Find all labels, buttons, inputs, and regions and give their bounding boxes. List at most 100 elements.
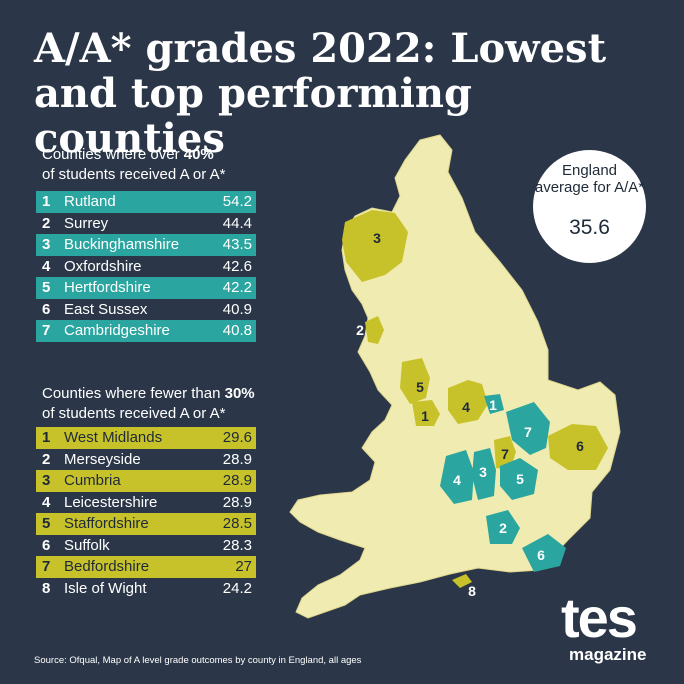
- marker-low-1: 1: [421, 408, 429, 424]
- county-value: 28.5: [222, 515, 252, 533]
- tes-logo-sub: magazine: [569, 645, 647, 664]
- cumbria-region: [342, 210, 408, 282]
- merseyside-region: [365, 316, 384, 344]
- list-item: 2 Merseyside 28.9: [36, 449, 256, 471]
- marker-low-6: 6: [576, 438, 584, 454]
- rank: 7: [42, 322, 51, 340]
- rank: 5: [42, 279, 51, 297]
- rank: 3: [42, 236, 51, 254]
- list-item: 7 Cambridgeshire 40.8: [36, 320, 256, 342]
- county-value: 27: [235, 558, 252, 576]
- top-intro-threshold: 40%: [183, 146, 214, 163]
- county-name: East Sussex: [64, 300, 148, 318]
- list-item: 3 Buckinghamshire 43.5: [36, 234, 256, 256]
- surrey-region: [486, 510, 520, 544]
- low-intro: Counties where fewer than 30% of student…: [42, 384, 255, 424]
- low-intro-prefix: Counties where fewer than: [42, 385, 225, 402]
- rank: 7: [42, 558, 51, 576]
- marker-top-4: 4: [453, 472, 461, 488]
- county-name: Hertfordshire: [64, 279, 151, 297]
- marker-top-5: 5: [516, 471, 524, 487]
- county-value: 28.9: [222, 493, 252, 511]
- rank: 8: [42, 579, 51, 597]
- marker-low-8: 8: [468, 583, 476, 599]
- county-value: 42.2: [222, 279, 252, 297]
- rank: 1: [42, 193, 51, 211]
- marker-low-5: 5: [416, 379, 424, 395]
- marker-top-1: 1: [489, 397, 497, 413]
- rank: 2: [42, 450, 51, 468]
- county-value: 54.2: [222, 193, 252, 211]
- marker-low-4: 4: [462, 399, 470, 415]
- list-item: 1 Rutland 54.2: [36, 191, 256, 213]
- marker-low-3: 3: [373, 230, 381, 246]
- rank: 4: [42, 493, 51, 511]
- list-item: 5 Staffordshire 28.5: [36, 513, 256, 535]
- marker-top-3: 3: [479, 464, 487, 480]
- county-name: Staffordshire: [64, 515, 149, 533]
- buckinghamshire-region: [472, 448, 496, 500]
- list-item: 2 Surrey 44.4: [36, 213, 256, 235]
- county-name: Merseyside: [64, 450, 141, 468]
- county-value: 28.9: [222, 472, 252, 490]
- isle-of-wight: [452, 574, 472, 588]
- rank: 5: [42, 515, 51, 533]
- top-intro-suffix: of students received A or A*: [42, 166, 226, 183]
- county-value: 43.5: [222, 236, 252, 254]
- top-intro: Counties where over 40% of students rece…: [42, 145, 225, 185]
- suffolk-region: [548, 424, 608, 470]
- list-item: 7 Bedfordshire 27: [36, 556, 256, 578]
- staffordshire-region: [400, 358, 430, 404]
- rank: 6: [42, 300, 51, 318]
- county-name: Buckinghamshire: [64, 236, 180, 254]
- marker-top-2: 2: [499, 520, 507, 536]
- county-name: West Midlands: [64, 429, 163, 447]
- west-midlands-region: [412, 400, 440, 426]
- county-value: 40.9: [222, 300, 252, 318]
- source-note: Source: Ofqual, Map of A level grade out…: [34, 655, 362, 666]
- rank: 6: [42, 536, 51, 554]
- list-item: 5 Hertfordshire 42.2: [36, 277, 256, 299]
- county-name: Bedfordshire: [64, 558, 150, 576]
- list-item: 8 Isle of Wight 24.2: [36, 578, 256, 600]
- leicestershire-region: [448, 380, 488, 424]
- marker-top-6: 6: [537, 547, 545, 563]
- top-counties-list: 1 Rutland 54.2 2 Surrey 44.4 3 Buckinghamshir…: [36, 191, 256, 342]
- list-item: 3 Cumbria 28.9: [36, 470, 256, 492]
- list-item: 1 West Midlands 29.6: [36, 427, 256, 449]
- low-intro-threshold: 30%: [224, 385, 255, 402]
- top-intro-prefix: Counties where over: [42, 146, 184, 163]
- rank: 2: [42, 214, 51, 232]
- oxfordshire-region: [440, 450, 474, 504]
- county-name: Rutland: [64, 193, 116, 211]
- county-value: 42.6: [222, 257, 252, 275]
- marker-low-7: 7: [501, 446, 509, 462]
- county-value: 28.3: [222, 536, 252, 554]
- county-name: Oxfordshire: [64, 257, 142, 275]
- east-sussex-region: [522, 534, 566, 572]
- county-name: Leicestershire: [64, 493, 158, 511]
- county-name: Cambridgeshire: [64, 322, 170, 340]
- marker-top-7: 7: [524, 424, 532, 440]
- hertfordshire-region: [500, 458, 538, 500]
- england-average-badge: England average for A/A* 35.6: [533, 150, 646, 263]
- county-value: 24.2: [222, 579, 252, 597]
- tes-logo: tes: [561, 586, 638, 649]
- list-item: 6 East Sussex 40.9: [36, 299, 256, 321]
- county-name: Cumbria: [64, 472, 121, 490]
- county-value: 40.8: [222, 322, 252, 340]
- rutland-region: [484, 394, 504, 414]
- county-name: Isle of Wight: [64, 579, 147, 597]
- county-value: 28.9: [222, 450, 252, 468]
- list-item: 4 Leicestershire 28.9: [36, 492, 256, 514]
- low-counties-list: 1 West Midlands 29.6 2 Merseyside 28.9 3 Cumb…: [36, 427, 256, 599]
- marker-low-2: 2: [356, 322, 364, 338]
- rank: 1: [42, 429, 51, 447]
- page-title: A/A* grades 2022: Lowest and top perform…: [34, 25, 607, 162]
- average-label: England average for A/A*: [534, 162, 645, 196]
- average-value: 35.6: [569, 216, 610, 239]
- county-name: Suffolk: [64, 536, 110, 554]
- low-intro-suffix: of students received A or A*: [42, 405, 226, 422]
- list-item: 4 Oxfordshire 42.6: [36, 256, 256, 278]
